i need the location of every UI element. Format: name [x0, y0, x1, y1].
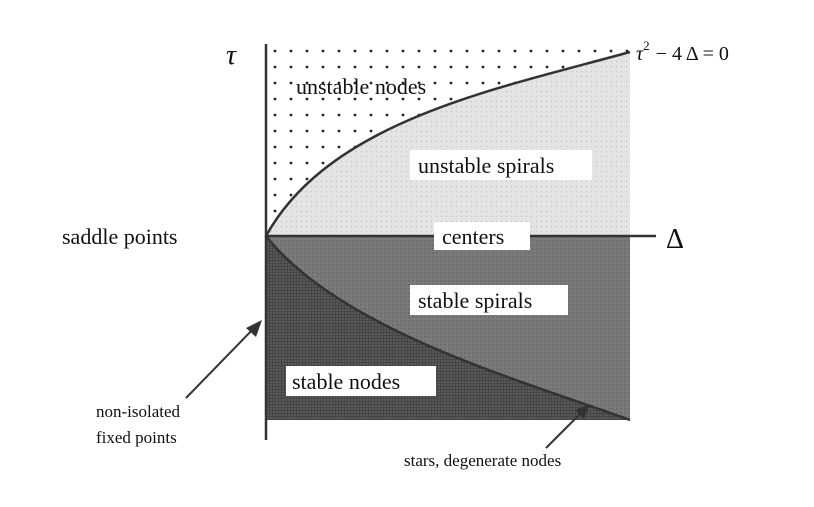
- stars-arrow: [545, 407, 587, 449]
- stable-spirals-region: [266, 236, 630, 420]
- unstable-nodes-label: unstable nodes: [296, 74, 426, 99]
- non-isolated-label-line2: fixed points: [96, 428, 177, 447]
- stable-nodes-label-bg: [286, 366, 436, 396]
- unstable-spirals-region: [266, 52, 630, 236]
- non-isolated-arrowhead: [246, 320, 262, 337]
- delta-axis-label: Δ: [666, 224, 684, 255]
- stars-degenerate-label: stars, degenerate nodes: [404, 451, 561, 470]
- stable-spirals-label: stable spirals: [418, 288, 532, 313]
- centers-label: centers: [442, 224, 504, 249]
- unstable-nodes-region: [266, 48, 630, 236]
- centers-label-bg: [434, 222, 530, 250]
- unstable-spirals-label-bg: [410, 150, 592, 180]
- non-isolated-arrow: [185, 323, 259, 399]
- unstable-spirals-label: unstable spirals: [418, 153, 554, 178]
- stable-nodes-label: stable nodes: [292, 369, 400, 394]
- curve-equation-exponent: 2: [643, 38, 650, 53]
- curve-equation: τ2 − 4 Δ = 0: [636, 38, 729, 65]
- curve-equation-base: τ: [636, 43, 644, 65]
- non-isolated-label-line1: non-isolated: [96, 402, 181, 421]
- curve-equation-rest: − 4 Δ = 0: [656, 43, 729, 65]
- stars-arrowhead: [575, 404, 590, 419]
- tau-axis-label: τ: [226, 40, 237, 71]
- saddle-points-label: saddle points: [62, 224, 178, 249]
- stable-spirals-label-bg: [410, 285, 568, 315]
